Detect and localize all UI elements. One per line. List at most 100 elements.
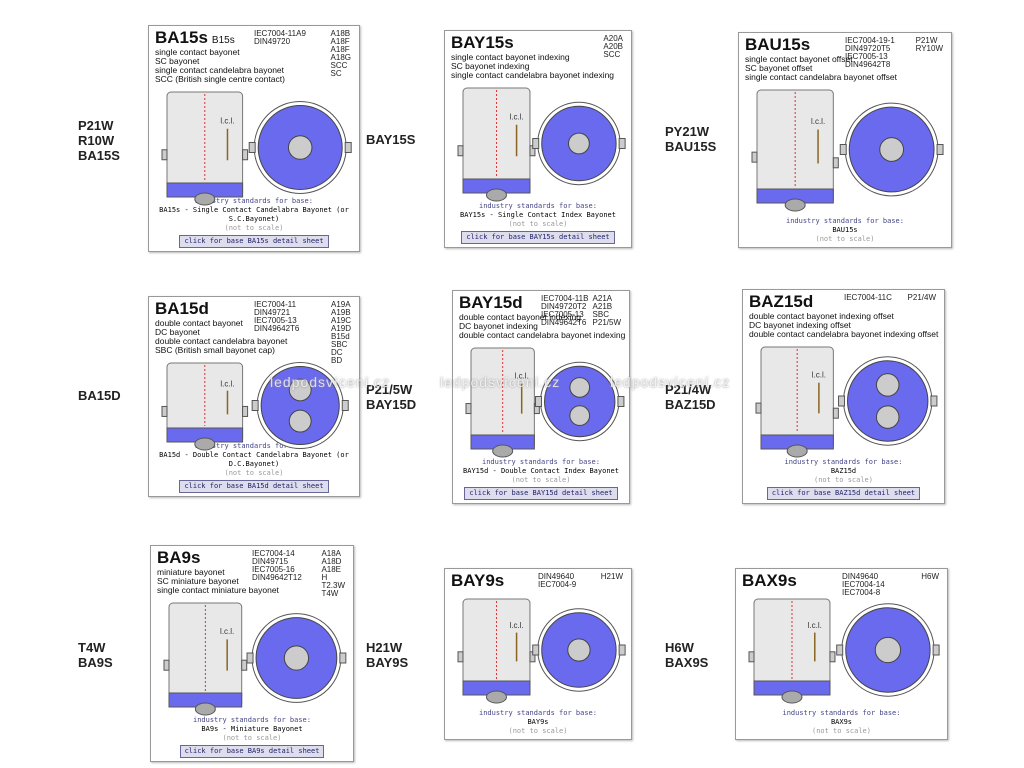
pin xyxy=(755,402,762,414)
standards: industry standards for base: BAU15s (not t… xyxy=(739,217,951,244)
code: IEC7005-13 xyxy=(254,316,297,325)
type: P21W xyxy=(915,36,938,45)
side-label: PY21W BAU15S xyxy=(665,124,716,154)
side-label-line: BA9S xyxy=(78,655,113,670)
pin xyxy=(251,400,259,411)
detail-link[interactable]: click for base BA9s detail sheet xyxy=(179,745,325,758)
description-line: miniature bayonet xyxy=(157,567,225,577)
base-diagram: l.c.l. xyxy=(465,347,625,458)
side-label: P21W R10W BA15S xyxy=(78,118,120,163)
not-to-scale: (not to scale) xyxy=(811,727,871,735)
title-text: BAZ15d xyxy=(749,292,814,311)
pin xyxy=(617,396,625,407)
detail-link[interactable]: click for base BAY15d detail sheet xyxy=(464,487,618,500)
detail-link[interactable]: click for base BAZ15d detail sheet xyxy=(766,487,921,500)
card-title: BAZ15d xyxy=(749,292,813,312)
side-label: BAY15S xyxy=(366,132,415,147)
contact-pad xyxy=(569,377,591,398)
card-title: BAX9s xyxy=(742,571,797,591)
pin xyxy=(932,644,940,656)
standards: industry standards for base: BA15s - Sing… xyxy=(149,197,359,248)
code: IEC7004-11C xyxy=(844,293,892,302)
standards-heading: industry standards for base: xyxy=(192,716,311,724)
side-label: H21W BAY9S xyxy=(366,640,408,670)
pin xyxy=(161,405,168,417)
type: A19D xyxy=(330,324,351,333)
lcl-label: l.c.l. xyxy=(220,117,234,126)
type-list: A18B A18F A18F A18G SCC SC xyxy=(331,30,351,78)
type-list: A21A A21B SBC P21/5W xyxy=(593,295,621,327)
contact xyxy=(781,690,803,704)
base-diagram: l.c.l. xyxy=(751,89,944,212)
standards: industry standards for base: BA15d - Doub… xyxy=(149,442,359,493)
card-title: BAY15s xyxy=(451,33,514,53)
side-label-line: BA15S xyxy=(78,148,120,163)
base-card: BAU15s IEC7004-19-1 DIN49720T5 IEC7005-13 DI… xyxy=(738,32,952,248)
not-to-scale: (not to scale) xyxy=(222,734,282,742)
card-title: BAY9s xyxy=(451,571,504,591)
side-label-line: BAU15S xyxy=(665,139,717,154)
description-line: SCC (British single centre contact) xyxy=(155,74,285,84)
lcl-label: l.c.l. xyxy=(509,621,523,630)
standards: industry standards for base: BAX9s (not to… xyxy=(736,709,947,736)
pin xyxy=(339,652,347,664)
code: IEC7004-9 xyxy=(538,580,577,589)
detail-link[interactable]: click for base BA15s detail sheet xyxy=(179,235,329,248)
type: A18B xyxy=(330,29,351,38)
contact xyxy=(786,444,808,458)
type: H21W xyxy=(600,572,623,581)
type: A20B xyxy=(603,42,623,51)
standard: BAY9s xyxy=(527,718,549,726)
code: IEC7004-14 xyxy=(252,549,295,558)
contact xyxy=(492,444,514,458)
standards-heading: industry standards for base: xyxy=(478,709,597,717)
watermark: ledpodsvícení.cz xyxy=(440,374,561,390)
code: IEC7004-11 xyxy=(254,300,297,309)
description-line: double contact bayonet indexing xyxy=(459,312,581,322)
standard: BA15d - Double Contact Candelabra Bayone… xyxy=(159,451,349,468)
not-to-scale: (not to scale) xyxy=(813,476,873,484)
card-title: BAU15s xyxy=(745,35,810,55)
code-list: DIN49640 IEC7004-9 xyxy=(538,573,576,589)
type: A18F xyxy=(330,37,350,46)
contact-pad xyxy=(875,405,900,429)
code: DIN49642T8 xyxy=(845,60,891,69)
code: IEC7005-16 xyxy=(252,565,295,574)
description-line: DC bayonet xyxy=(155,327,200,337)
standards: industry standards for base: BAY9s (not to… xyxy=(445,709,631,736)
contact-pad xyxy=(879,137,905,162)
lcl-label: l.c.l. xyxy=(220,627,234,636)
pin xyxy=(618,644,626,656)
standards-heading: industry standards for base: xyxy=(478,202,597,210)
pin xyxy=(241,659,248,671)
detail-link[interactable]: click for base BAY15s detail sheet xyxy=(461,231,615,244)
contact xyxy=(194,702,216,716)
contact xyxy=(194,192,216,206)
card-title: BAY15d xyxy=(459,293,523,313)
base-diagram: l.c.l. xyxy=(755,346,938,458)
code: IEC7005-13 xyxy=(541,310,584,319)
description: double contact bayonet DC bayonet double c… xyxy=(155,319,287,355)
standard: BAY15s - Single Contact Index Bayonet xyxy=(460,211,616,219)
description-line: single contact bayonet xyxy=(155,47,240,57)
title-text: BA15s xyxy=(155,28,208,47)
description: double contact bayonet indexing DC bayone… xyxy=(459,313,625,340)
code-list: IEC7004-19-1 DIN49720T5 IEC7005-13 DIN49642… xyxy=(845,37,895,69)
side-label-line: BAX9S xyxy=(665,655,709,670)
lcl-label: l.c.l. xyxy=(220,380,234,389)
side-label-line: BAY15S xyxy=(366,132,416,147)
contact-pad xyxy=(567,638,591,662)
type: T4W xyxy=(321,589,339,598)
code: DIN49640 xyxy=(842,572,879,581)
standards-heading: industry standards for base: xyxy=(481,458,600,466)
standard: BAU15s xyxy=(832,226,858,234)
side-label-line: R10W xyxy=(78,133,115,148)
base-diagram: l.c.l. xyxy=(457,598,626,704)
contact-pad xyxy=(875,373,900,397)
detail-link[interactable]: click for base BA15d detail sheet xyxy=(179,480,329,493)
type: BD xyxy=(330,356,343,365)
standard: BA15s - Single Contact Candelabra Bayone… xyxy=(159,206,349,223)
description-line: single contact bayonet offset xyxy=(745,54,853,64)
standard: BAY15d - Double Contact Index Bayonet xyxy=(463,467,619,475)
side-label-line: PY21W xyxy=(665,124,710,139)
